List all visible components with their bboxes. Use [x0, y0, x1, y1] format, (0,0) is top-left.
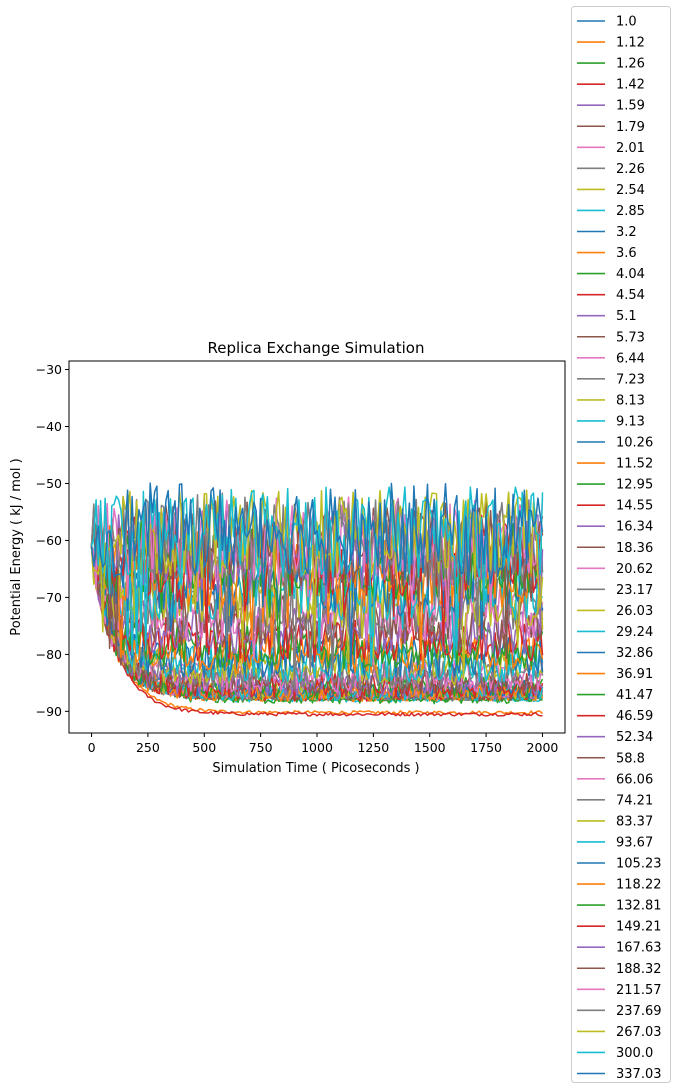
legend-label: 36.91	[616, 667, 653, 682]
legend-label: 5.73	[616, 330, 645, 345]
x-tick-label: 1000	[301, 740, 333, 755]
legend-label: 23.17	[616, 583, 653, 598]
series-line	[90, 545, 544, 655]
legend-label: 1.42	[616, 78, 645, 93]
x-tick-label: 0	[88, 740, 96, 755]
legend-label: 267.03	[616, 1025, 662, 1040]
legend-items: 1.0 1.12 1.26 1.42 1.59 1.79 2.01 2.26 2.54 2.85 3…	[577, 15, 662, 1082]
legend-label: 52.34	[616, 730, 653, 745]
legend-label: 29.24	[616, 625, 653, 640]
x-axis-label: Simulation Time ( Picoseconds )	[212, 761, 419, 776]
legend-label: 12.95	[616, 478, 653, 493]
series-line	[90, 489, 544, 645]
legend-label: 66.06	[616, 772, 653, 787]
x-tick-label: 1500	[414, 740, 446, 755]
legend-label: 58.8	[616, 751, 645, 766]
legend-label: 149.21	[616, 920, 662, 935]
legend-label: 83.37	[616, 814, 653, 829]
legend-label: 2.26	[616, 162, 645, 177]
legend-label: 1.59	[616, 99, 645, 114]
y-tick-label: −80	[36, 647, 62, 662]
legend-label: 74.21	[616, 793, 653, 808]
x-tick-label: 750	[249, 740, 273, 755]
legend-label: 46.59	[616, 709, 653, 724]
legend-label: 118.22	[616, 878, 662, 893]
legend-label: 8.13	[616, 393, 645, 408]
legend-label: 10.26	[616, 436, 653, 451]
legend-label: 167.63	[616, 941, 662, 956]
legend-label: 188.32	[616, 962, 662, 977]
legend-label: 4.54	[616, 288, 645, 303]
legend-label: 41.47	[616, 688, 653, 703]
legend-label: 6.44	[616, 351, 645, 366]
legend-label: 1.12	[616, 36, 645, 51]
legend: 1.0 1.12 1.26 1.42 1.59 1.79 2.01 2.26 2.54 2.85 3…	[571, 6, 671, 1083]
legend-label: 132.81	[616, 899, 662, 914]
series-layer	[90, 482, 544, 717]
legend-label: 4.04	[616, 267, 645, 282]
legend-label: 11.52	[616, 457, 653, 472]
legend-label: 20.62	[616, 562, 653, 577]
legend-label: 7.23	[616, 372, 645, 387]
legend-label: 1.0	[616, 15, 637, 30]
y-tick-label: −30	[36, 362, 62, 377]
y-tick-label: −70	[36, 590, 62, 605]
legend-label: 26.03	[616, 604, 653, 619]
series-line	[90, 536, 544, 690]
x-tick-label: 1750	[470, 740, 502, 755]
y-axis-label: Potential Energy ( kJ / mol )	[9, 458, 24, 635]
legend-label: 1.26	[616, 57, 645, 72]
x-tick-label: 2000	[527, 740, 559, 755]
x-tick-label: 500	[192, 740, 216, 755]
legend-label: 300.0	[616, 1046, 653, 1061]
x-tick-label: 250	[136, 740, 160, 755]
legend-label: 18.36	[616, 541, 653, 556]
series-line	[90, 486, 544, 654]
legend-label: 9.13	[616, 414, 645, 429]
legend-label: 2.01	[616, 141, 645, 156]
series-line	[90, 545, 544, 670]
series-line	[90, 546, 544, 649]
legend-label: 2.85	[616, 204, 645, 219]
legend-label: 337.03	[616, 1067, 662, 1082]
legend-label: 2.54	[616, 183, 645, 198]
legend-label: 3.2	[616, 225, 637, 240]
legend-frame	[571, 6, 671, 1083]
series-line	[90, 545, 544, 674]
legend-label: 105.23	[616, 857, 662, 872]
y-tick-label: −40	[36, 419, 62, 434]
legend-label: 16.34	[616, 520, 653, 535]
x-axis: 0 250 500 750 1000 1250 1500 1750 2000	[88, 733, 559, 755]
x-tick-label: 1250	[357, 740, 389, 755]
legend-label: 1.79	[616, 120, 645, 135]
chart-title: Replica Exchange Simulation	[207, 339, 424, 357]
legend-label: 32.86	[616, 646, 653, 661]
legend-label: 211.57	[616, 983, 662, 998]
legend-label: 237.69	[616, 1004, 662, 1019]
legend-label: 5.1	[616, 309, 637, 324]
y-axis: −30 −40 −50 −60 −70 −80 −90	[36, 362, 69, 719]
series-line	[90, 482, 544, 608]
y-tick-label: −90	[36, 704, 62, 719]
legend-label: 14.55	[616, 499, 653, 514]
legend-label: 93.67	[616, 835, 653, 850]
series-line	[90, 545, 543, 717]
y-tick-label: −50	[36, 476, 62, 491]
y-tick-label: −60	[36, 533, 62, 548]
legend-label: 3.6	[616, 246, 637, 261]
